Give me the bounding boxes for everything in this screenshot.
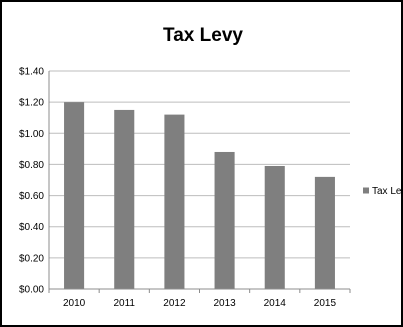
chart-title: Tax Levy: [163, 25, 243, 46]
tax-levy-chart: Tax Levy $0.00$0.20$0.40$0.60$0.80$1.00$…: [19, 25, 401, 309]
bar-2014: [264, 165, 285, 289]
bars: [64, 102, 335, 290]
legend: Tax Levy: [363, 186, 401, 197]
y-tick-label: $0.60: [19, 191, 44, 202]
y-tick-label: $1.40: [19, 67, 44, 78]
bar-2015: [314, 176, 335, 289]
x-axis-ticks: 2010 2011 2012 2013 2014 2015: [63, 298, 337, 309]
legend-swatch: [363, 187, 369, 194]
bar-2012: [164, 114, 185, 289]
y-tick-label: $1.00: [19, 129, 44, 140]
bar-2011: [114, 109, 135, 289]
y-tick-label: $0.00: [19, 285, 44, 296]
x-tick-label: 2010: [63, 298, 86, 309]
x-tick-label: 2013: [213, 298, 236, 309]
x-tick-label: 2011: [113, 298, 135, 309]
y-tick-label: $0.40: [19, 222, 44, 233]
y-axis-ticks: $0.00 $0.20 $0.40 $0.60 $0.80 $1.00 $1.20 $1.40: [19, 67, 44, 296]
gridlines: [49, 70, 350, 259]
legend-label: Tax Levy: [372, 186, 401, 197]
y-tick-label: $0.20: [19, 253, 44, 264]
bar-2013: [214, 151, 235, 289]
y-tick-label: $0.80: [19, 160, 44, 171]
x-tick-label: 2014: [264, 298, 287, 309]
axes: [48, 71, 351, 293]
x-tick-label: 2015: [314, 298, 337, 309]
y-tick-label: $1.20: [19, 98, 44, 109]
x-tick-label: 2012: [163, 298, 186, 309]
bar-2010: [64, 102, 85, 290]
